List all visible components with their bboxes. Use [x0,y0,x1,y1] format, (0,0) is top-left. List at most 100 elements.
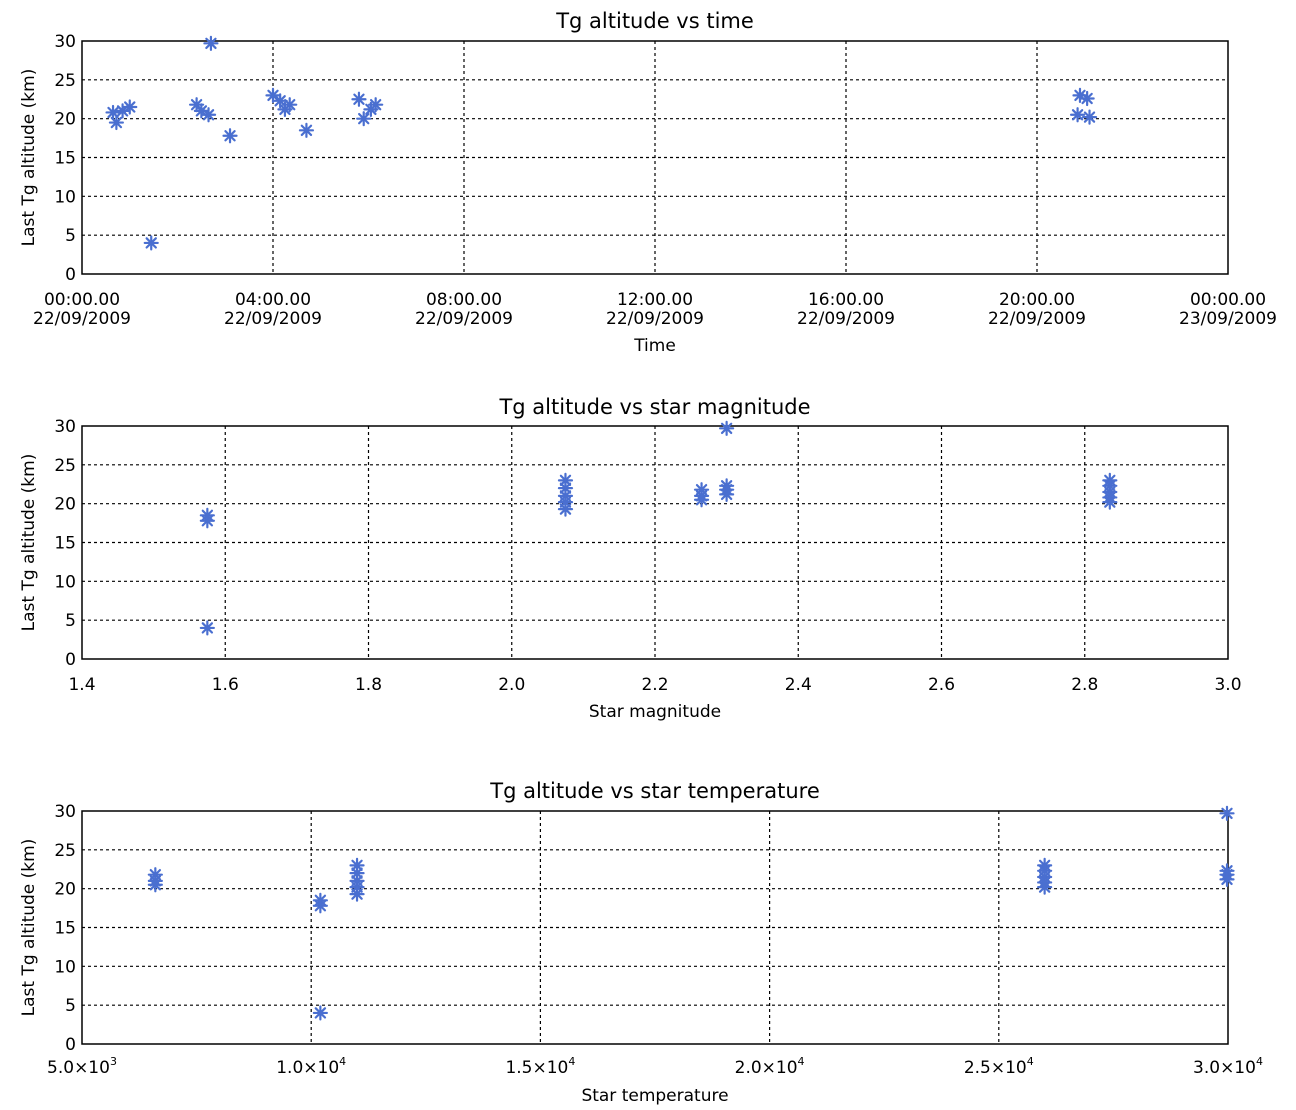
x-tick-label: 2.2 [641,675,668,695]
data-point [1069,107,1086,123]
data-point [108,114,124,131]
data-point [200,107,217,123]
data-point [147,877,163,893]
x-tick-label: 2.6 [928,675,955,695]
data-point [312,1005,328,1021]
x-tick-label-time: 00:00.00 [44,290,120,310]
data-point [222,128,238,144]
y-tick-label: 5 [65,226,76,246]
y-axis-label: Last Tg altitude (km) [19,839,39,1017]
x-tick-label-time: 04:00.00 [235,290,311,310]
x-tick-mantissa: 2.5×10 [964,1058,1027,1078]
chart-title: Tg altitude vs time [555,9,754,33]
y-tick-label: 25 [54,456,76,476]
data-point [557,480,574,496]
x-tick-label: 2.8 [1071,675,1098,695]
data-point [719,486,735,502]
x-tick-label: 1.4 [68,675,95,695]
y-tick-label: 5 [65,611,76,631]
data-point [719,420,735,436]
x-tick-exponent: 4 [568,1055,575,1068]
data-point [349,886,365,902]
data-point [356,111,372,127]
y-tick-label: 10 [54,957,76,977]
y-tick-label: 30 [54,802,76,822]
y-tick-label: 0 [65,1035,76,1055]
data-point [122,99,138,115]
x-tick-exponent: 4 [1027,1055,1034,1068]
data-point [199,620,215,636]
data-point [105,104,121,121]
plot-frame [81,810,1229,1045]
x-tick-mantissa: 1.5×10 [505,1058,568,1078]
x-tick-exponent: 4 [339,1055,346,1068]
data-point [282,97,298,113]
y-tick-label: 20 [54,110,76,130]
data-point [203,35,219,51]
x-tick-mantissa: 1.0×10 [276,1058,339,1078]
data-point [143,235,159,251]
y-tick-label: 5 [65,996,76,1016]
x-axis-label: Time [633,336,676,356]
data-point [368,97,384,113]
x-tick-label-date: 22/09/2009 [415,309,513,329]
data-point [199,513,215,529]
x-tick-label-time: 08:00.00 [426,290,502,310]
y-tick-label: 25 [54,841,76,861]
y-tick-label: 10 [54,572,76,592]
x-tick-mantissa: 2.0×10 [735,1058,798,1078]
data-point [265,87,281,103]
x-tick-label-time: 20:00.00 [999,290,1075,310]
data-point [312,898,328,914]
plot-frame [81,40,1229,275]
y-tick-label: 10 [54,187,76,207]
y-tick-label: 0 [65,265,76,285]
y-axis-label: Last Tg altitude (km) [19,454,39,632]
x-tick-mantissa: 3.0×10 [1193,1058,1256,1078]
data-point [1081,109,1098,125]
x-axis-label: Star magnitude [589,702,721,722]
x-tick-mantissa: 5.0×10 [47,1058,110,1078]
chart-magnitude: Tg altitude vs star magnitude 0 5 10 15 20 25 3… [19,395,1242,722]
x-tick-label: 3.0 [1214,675,1241,695]
x-tick-label: 2.0×104 [735,1055,805,1078]
x-tick-label-date: 22/09/2009 [988,309,1086,329]
y-axis-label: Last Tg altitude (km) [19,69,39,247]
y-tick-label: 20 [54,880,76,900]
data-point [1219,871,1235,887]
y-tick-label: 0 [65,650,76,670]
x-tick-label: 2.0 [498,675,525,695]
x-tick-label: 2.5×104 [964,1055,1034,1078]
y-tick-label: 20 [54,495,76,515]
x-tick-label: 1.0×104 [276,1055,346,1078]
x-tick-label: 1.5×104 [505,1055,575,1078]
data-point [693,492,710,508]
y-tick-label: 15 [54,149,76,169]
data-point [351,91,367,107]
x-tick-label: 2.4 [785,675,812,695]
plot-frame [81,425,1229,660]
y-tick-label: 15 [54,534,76,554]
y-tick-label: 15 [54,919,76,939]
x-tick-label: 1.6 [212,675,239,695]
x-tick-label: 3.0×104 [1193,1055,1263,1078]
x-tick-label: 5.0×103 [47,1055,117,1078]
x-tick-label-date: 22/09/2009 [606,309,704,329]
chart-title: Tg altitude vs star temperature [489,779,819,803]
x-tick-exponent: 3 [110,1055,117,1068]
y-tick-label: 25 [54,71,76,91]
y-tick-label: 30 [54,417,76,437]
x-tick-label-time: 12:00.00 [617,290,693,310]
x-axis-label: Star temperature [581,1086,728,1106]
chart-time: Tg altitude vs time05101520253000:00.002… [19,9,1277,356]
chart-temperature: Tg altitude vs star temperature 0 5 10 15 20 2… [19,779,1263,1106]
data-point [557,501,574,517]
x-tick-exponent: 4 [1256,1055,1263,1068]
x-tick-exponent: 4 [798,1055,805,1068]
data-point [298,122,315,138]
chart-title: Tg altitude vs star magnitude [498,395,810,419]
data-point [1102,494,1118,510]
x-tick-label-time: 00:00.00 [1190,290,1266,310]
x-tick-label-date: 22/09/2009 [797,309,895,329]
data-point [1219,805,1235,821]
